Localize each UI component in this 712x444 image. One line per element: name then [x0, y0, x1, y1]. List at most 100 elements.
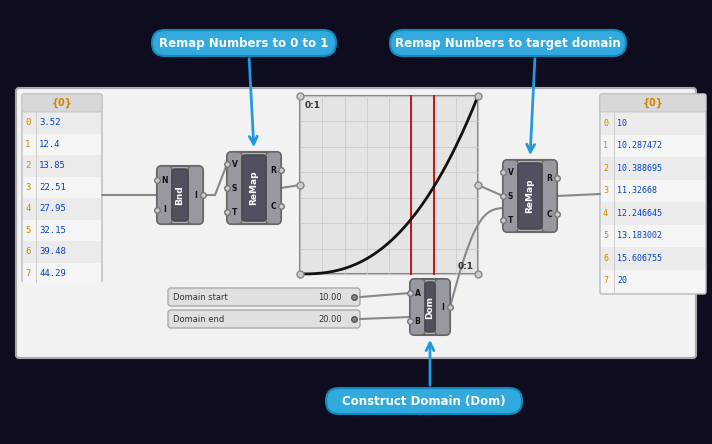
- Text: Remap Numbers to target domain: Remap Numbers to target domain: [395, 36, 621, 49]
- Text: 20.00: 20.00: [318, 314, 342, 324]
- Text: V: V: [231, 159, 237, 169]
- Text: S: S: [508, 191, 513, 201]
- FancyBboxPatch shape: [410, 279, 425, 335]
- Text: V: V: [508, 167, 513, 177]
- Text: 3.52: 3.52: [39, 118, 61, 127]
- FancyBboxPatch shape: [435, 279, 450, 335]
- FancyBboxPatch shape: [542, 160, 557, 232]
- Text: 11.32668: 11.32668: [617, 186, 657, 195]
- FancyBboxPatch shape: [227, 152, 242, 224]
- FancyBboxPatch shape: [600, 94, 706, 294]
- Text: 32.15: 32.15: [39, 226, 66, 235]
- FancyBboxPatch shape: [157, 166, 203, 224]
- FancyBboxPatch shape: [16, 88, 696, 358]
- Text: Construct Domain (Dom): Construct Domain (Dom): [342, 395, 506, 408]
- FancyBboxPatch shape: [172, 169, 188, 221]
- Bar: [601, 157, 705, 179]
- Text: 6: 6: [603, 254, 608, 263]
- Text: 1: 1: [603, 141, 608, 150]
- Text: 39.48: 39.48: [39, 247, 66, 256]
- FancyBboxPatch shape: [22, 94, 102, 112]
- FancyBboxPatch shape: [168, 288, 360, 306]
- Text: 44.29: 44.29: [39, 269, 66, 278]
- Text: 4: 4: [25, 204, 31, 213]
- Text: 1: 1: [25, 140, 31, 149]
- FancyBboxPatch shape: [410, 279, 450, 335]
- Bar: [601, 225, 705, 247]
- Text: A: A: [414, 289, 421, 297]
- Text: ReMap: ReMap: [249, 171, 258, 205]
- Bar: [601, 112, 705, 135]
- Text: 0: 0: [603, 119, 608, 128]
- Text: T: T: [232, 207, 237, 217]
- Text: 10: 10: [617, 119, 627, 128]
- Bar: [601, 202, 705, 225]
- Bar: [23, 134, 101, 155]
- FancyBboxPatch shape: [188, 166, 203, 224]
- Text: 3: 3: [603, 186, 608, 195]
- Text: 22.51: 22.51: [39, 183, 66, 192]
- FancyBboxPatch shape: [168, 310, 360, 328]
- Text: 12.246645: 12.246645: [617, 209, 662, 218]
- Text: Bnd: Bnd: [175, 185, 184, 205]
- FancyBboxPatch shape: [157, 166, 172, 224]
- Bar: [601, 135, 705, 157]
- Bar: [23, 262, 101, 284]
- FancyBboxPatch shape: [152, 30, 336, 56]
- Bar: [23, 177, 101, 198]
- Text: N: N: [161, 176, 168, 185]
- Text: 7: 7: [25, 269, 31, 278]
- Text: {0}: {0}: [52, 98, 73, 108]
- Text: R: R: [271, 166, 276, 174]
- Text: S: S: [232, 183, 237, 193]
- Text: C: C: [271, 202, 276, 210]
- Text: T: T: [508, 215, 513, 225]
- FancyBboxPatch shape: [425, 282, 435, 332]
- Text: {0}: {0}: [643, 98, 664, 108]
- Bar: [23, 155, 101, 177]
- FancyBboxPatch shape: [390, 30, 626, 56]
- Text: I: I: [163, 205, 166, 214]
- Text: 12.4: 12.4: [39, 140, 61, 149]
- Text: 6: 6: [25, 247, 31, 256]
- Text: C: C: [547, 210, 553, 218]
- Bar: [601, 179, 705, 202]
- FancyBboxPatch shape: [503, 160, 518, 232]
- Text: Domain start: Domain start: [173, 293, 228, 301]
- Text: 13.85: 13.85: [39, 161, 66, 170]
- FancyBboxPatch shape: [503, 160, 557, 232]
- Bar: [23, 198, 101, 219]
- Bar: [23, 241, 101, 262]
- Text: 10.388695: 10.388695: [617, 164, 662, 173]
- Text: 5: 5: [603, 231, 608, 240]
- Text: 27.95: 27.95: [39, 204, 66, 213]
- Text: 15.606755: 15.606755: [617, 254, 662, 263]
- Text: 4: 4: [603, 209, 608, 218]
- Bar: [601, 247, 705, 270]
- FancyBboxPatch shape: [242, 155, 266, 221]
- FancyBboxPatch shape: [518, 163, 542, 229]
- FancyBboxPatch shape: [22, 94, 102, 282]
- Text: 2: 2: [25, 161, 31, 170]
- Text: B: B: [414, 317, 420, 325]
- Text: 10.00: 10.00: [318, 293, 342, 301]
- Text: 13.183002: 13.183002: [617, 231, 662, 240]
- Text: 7: 7: [603, 276, 608, 285]
- Text: I: I: [194, 190, 197, 199]
- Bar: [601, 270, 705, 292]
- FancyBboxPatch shape: [266, 152, 281, 224]
- Bar: [23, 219, 101, 241]
- Text: Remap Numbers to 0 to 1: Remap Numbers to 0 to 1: [159, 36, 329, 49]
- FancyBboxPatch shape: [300, 96, 478, 274]
- FancyBboxPatch shape: [600, 94, 706, 112]
- Text: ReMap: ReMap: [525, 179, 535, 213]
- Text: 0:1: 0:1: [458, 262, 474, 271]
- Text: 0: 0: [25, 118, 31, 127]
- Text: Domain end: Domain end: [173, 314, 224, 324]
- Text: 3: 3: [25, 183, 31, 192]
- Text: 2: 2: [603, 164, 608, 173]
- Text: 10.287472: 10.287472: [617, 141, 662, 150]
- Text: 5: 5: [25, 226, 31, 235]
- Text: R: R: [547, 174, 553, 182]
- FancyBboxPatch shape: [227, 152, 281, 224]
